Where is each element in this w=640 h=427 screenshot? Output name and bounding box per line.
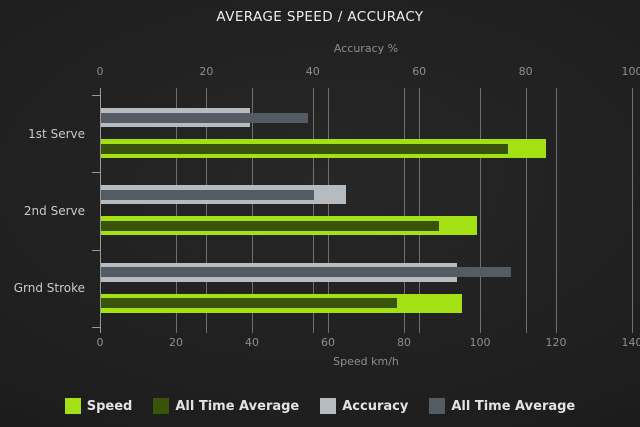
legend-swatch-speed: [64, 398, 81, 414]
category-tick: [92, 250, 101, 251]
category-label: Grnd Stroke: [13, 281, 85, 296]
legend-item: All Time Average: [153, 398, 299, 414]
y-axis-line: [100, 88, 101, 333]
legend-label: All Time Average: [451, 398, 576, 414]
gridline: [404, 88, 405, 333]
gridline: [632, 88, 633, 333]
bar-accuracy-average: [101, 189, 314, 200]
bar-accuracy-average: [101, 267, 511, 278]
legend-item: Accuracy: [320, 398, 408, 414]
legend: Speed All Time Average Accuracy All Time Av…: [0, 398, 640, 414]
top-axis-tick-label: 40: [305, 65, 320, 78]
bottom-axis-title: Speed km/h: [333, 355, 399, 368]
bottom-axis-tick-label: 0: [96, 336, 104, 349]
category-tick: [92, 172, 101, 173]
bottom-axis-tick-label: 80: [397, 336, 411, 349]
legend-swatch-accuracy_avg: [429, 398, 446, 414]
chart-title: AVERAGE SPEED / ACCURACY: [216, 9, 424, 25]
top-axis-tick-label: 0: [96, 65, 104, 78]
gridline: [419, 88, 420, 333]
legend-swatch-accuracy: [320, 398, 337, 414]
gridline: [252, 88, 253, 333]
top-axis-tick-label: 20: [199, 65, 214, 78]
bottom-axis-tick-label: 20: [169, 336, 183, 349]
bar-accuracy-average: [101, 112, 309, 123]
bottom-axis-tick-label: 120: [545, 336, 567, 349]
legend-label: Accuracy: [342, 398, 409, 414]
gridline: [313, 88, 314, 333]
gridline: [526, 88, 527, 333]
gridline: [328, 88, 329, 333]
top-axis-tick-label: 80: [518, 65, 533, 78]
gridline: [480, 88, 481, 333]
bottom-axis-tick-label: 40: [245, 336, 259, 349]
category-tick: [92, 95, 101, 96]
legend-item: All Time Average: [429, 398, 575, 414]
gridline: [206, 88, 207, 333]
legend-label: Speed: [86, 398, 133, 414]
category-tick: [92, 327, 101, 328]
gridline: [556, 88, 557, 333]
bottom-axis-tick-label: 60: [321, 336, 335, 349]
bottom-axis-tick-label: 140: [621, 336, 640, 349]
legend-item: Speed: [64, 398, 133, 414]
top-axis-tick-label: 60: [412, 65, 427, 78]
bar-speed-average: [101, 220, 440, 231]
bar-speed-average: [101, 143, 508, 154]
legend-swatch-speed_avg: [153, 398, 170, 414]
top-axis-tick-label: 100: [621, 65, 640, 78]
gridline: [176, 88, 177, 333]
legend-label: All Time Average: [175, 398, 300, 414]
top-axis-title: Accuracy %: [333, 42, 399, 55]
bar-speed-average: [101, 298, 398, 309]
category-label: 1st Serve: [28, 126, 85, 141]
bottom-axis-tick-label: 100: [469, 336, 491, 349]
category-label: 2nd Serve: [23, 203, 85, 218]
